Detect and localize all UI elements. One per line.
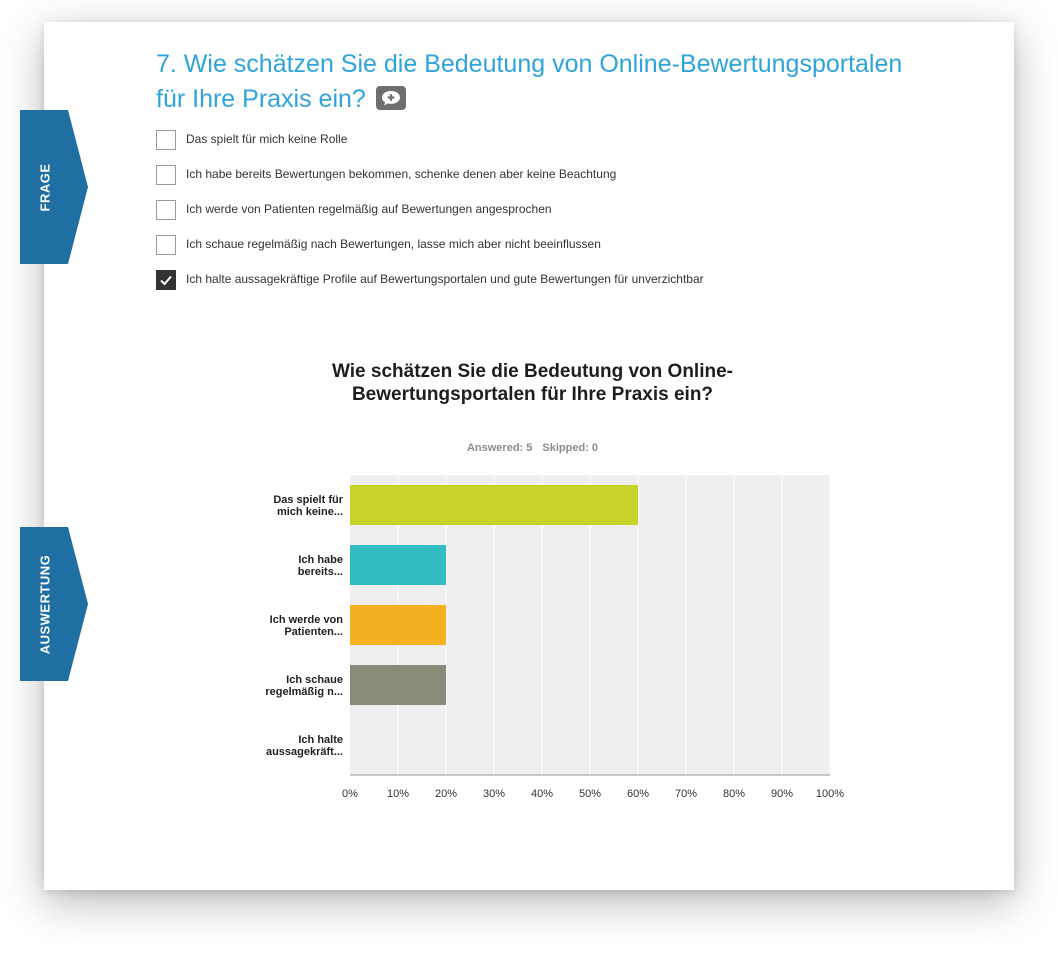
tab-frage: FRAGE	[20, 110, 88, 264]
category-label-line: Das spielt für	[273, 494, 343, 506]
option-label: Ich habe bereits Bewertungen bekommen, s…	[186, 167, 617, 181]
category-label-line: Ich schaue	[286, 674, 343, 686]
tab-auswertung-label: AUSWERTUNG	[37, 554, 53, 654]
x-tick-label: 50%	[579, 788, 601, 800]
checkbox[interactable]	[156, 235, 176, 255]
x-tick-label: 10%	[387, 788, 409, 800]
x-tick-label: 90%	[771, 788, 793, 800]
category-label-line: Ich werde von	[270, 614, 344, 626]
category-label: Ich schaue regelmäßig n...	[265, 674, 343, 698]
bar	[350, 665, 446, 705]
checkbox[interactable]	[156, 130, 176, 150]
tab-auswertung-shape	[20, 527, 88, 681]
category-label-line: mich keine...	[277, 506, 343, 518]
option-label: Das spielt für mich keine Rolle	[186, 132, 348, 146]
x-tick-label: 80%	[723, 788, 745, 800]
bar-chart: Das spielt für mich keine... Ich habe berei…	[265, 475, 844, 800]
checkbox[interactable]	[156, 165, 176, 185]
x-tick-label: 60%	[627, 788, 649, 800]
x-tick-label: 30%	[483, 788, 505, 800]
x-tick-label: 20%	[435, 788, 457, 800]
category-label-line: Patienten...	[284, 626, 343, 638]
category-label-line: regelmäßig n...	[265, 686, 343, 698]
tab-auswertung: AUSWERTUNG	[20, 527, 88, 681]
chart-title: Wie schätzen Sie die Bedeutung von Onlin…	[332, 361, 733, 405]
category-label-line: Ich halte	[298, 734, 343, 746]
option-label: Ich werde von Patienten regelmäßig auf B…	[186, 202, 552, 216]
checkmark-icon	[160, 275, 172, 286]
x-tick-label: 70%	[675, 788, 697, 800]
question-title-text: 7. Wie schätzen Sie die Bedeutung von On…	[156, 50, 903, 113]
tab-frage-shape	[20, 110, 88, 264]
category-label-line: Ich habe	[298, 554, 343, 566]
checkbox-checked[interactable]	[156, 270, 176, 290]
option-label: Ich halte aussagekräftige Profile auf Be…	[186, 272, 704, 286]
category-label: Ich halte aussagekräft...	[266, 734, 343, 758]
x-tick-label: 100%	[816, 788, 844, 800]
category-label: Ich werde von Patienten...	[270, 614, 344, 638]
x-tick-label: 40%	[531, 788, 553, 800]
x-tick-label: 0%	[342, 788, 358, 800]
chart-meta: Answered: 5 Skipped: 0	[330, 442, 735, 454]
bar	[350, 545, 446, 585]
checkbox[interactable]	[156, 200, 176, 220]
category-label: Ich habe bereits...	[298, 554, 343, 578]
answered-count: Answered: 5	[466, 442, 533, 454]
category-label-line: aussagekräft...	[266, 746, 343, 758]
category-label-line: bereits...	[298, 566, 343, 578]
category-label: Das spielt für mich keine...	[273, 494, 343, 518]
option-label: Ich schaue regelmäßig nach Bewertungen, …	[186, 237, 601, 251]
comment-plus-icon[interactable]	[375, 85, 406, 111]
skipped-count: Skipped: 0	[542, 442, 599, 454]
question-title: 7. Wie schätzen Sie die Bedeutung von On…	[156, 47, 916, 117]
bar	[350, 605, 446, 645]
bar	[350, 485, 638, 525]
tab-frage-label: FRAGE	[37, 163, 53, 211]
